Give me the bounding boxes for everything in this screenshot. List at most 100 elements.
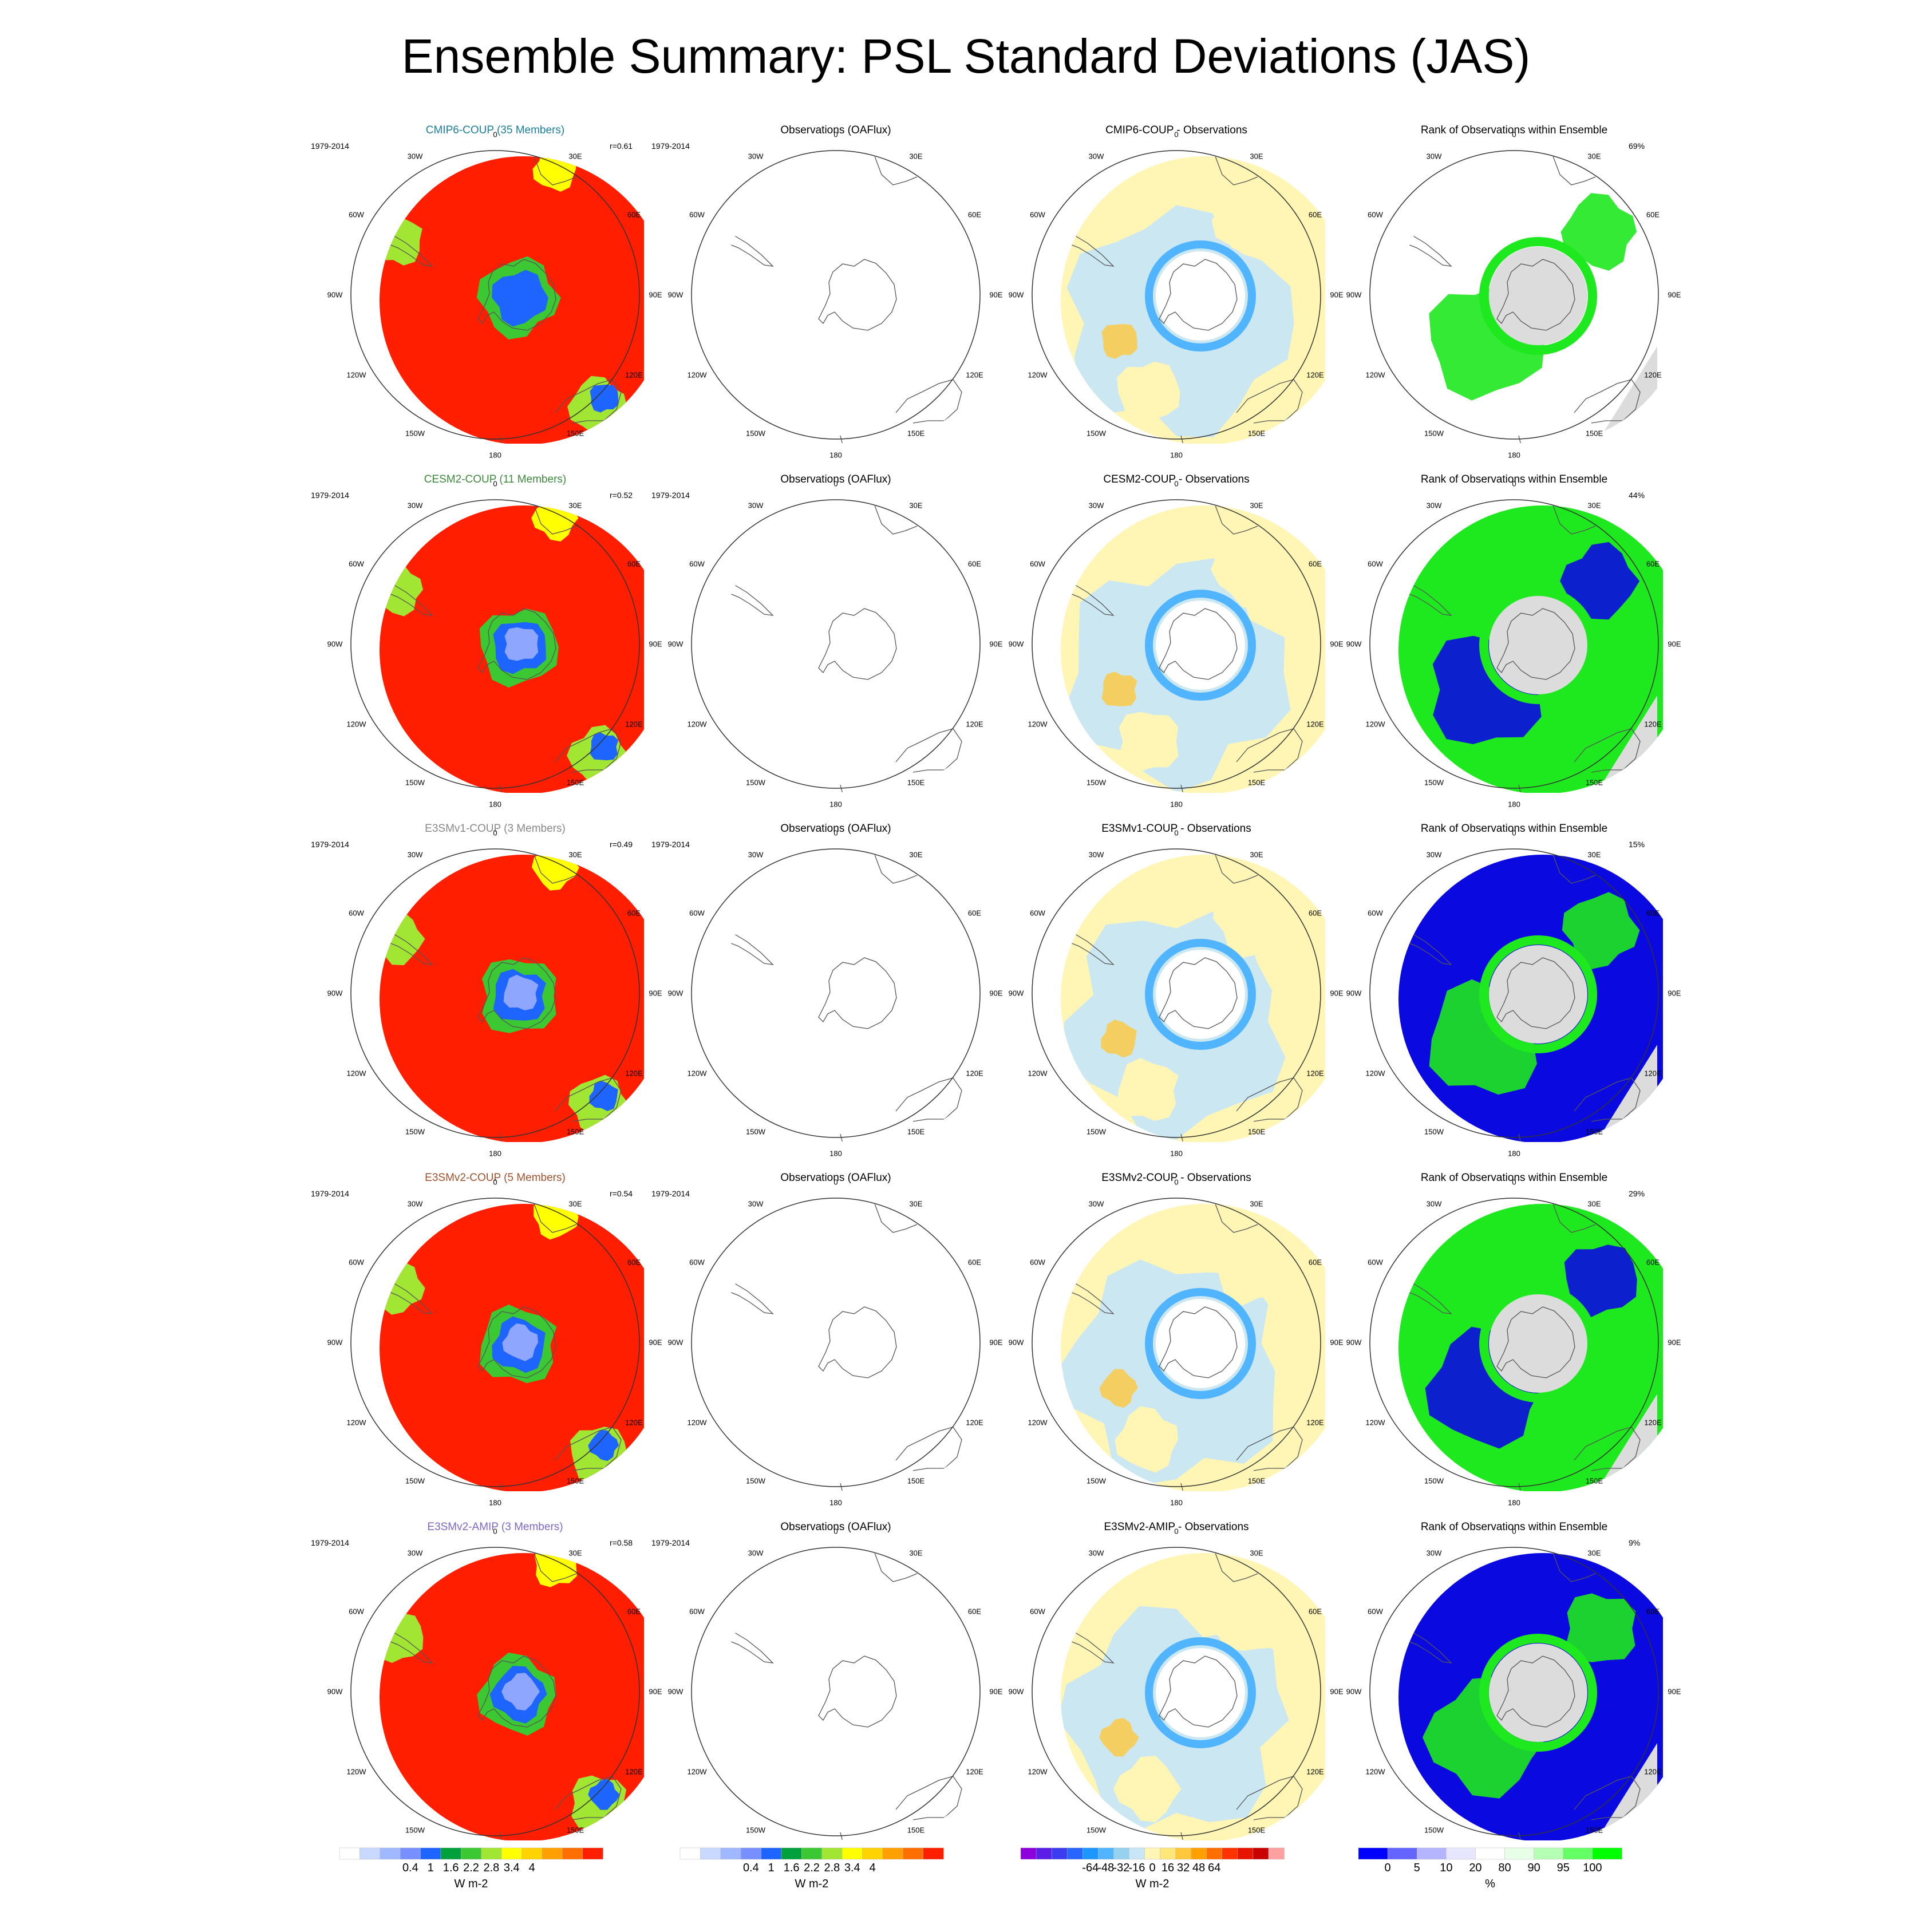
map-border [350,1547,640,1836]
coastlines [1061,505,1303,794]
coastlines [1061,156,1303,445]
map-border [1369,150,1659,440]
longitude-label: 0 [833,479,838,488]
colorbar-tick-label: -16 [1128,1862,1145,1874]
map-border [1369,1547,1659,1836]
longitude-label: 120W [1365,1069,1385,1078]
longitude-label: 60E [1308,1258,1322,1267]
longitude-label: 60E [1646,1607,1660,1616]
longitude-label: 90W [1008,1338,1024,1347]
rank-panel: Rank of Observations within Ensemble 15% 0… [1342,823,1686,1188]
longitude-label: 30W [1088,1548,1104,1557]
colorbar-swatch [862,1847,883,1860]
longitude-label: 0 [1174,1527,1179,1536]
longitude-label: 150E [1247,778,1266,787]
longitude-label: 30E [568,152,582,160]
period-label: 1979-2014 [651,840,690,849]
longitude-label: 90E [649,1687,662,1696]
longitude-label: 90W [667,1687,683,1696]
field-masked-ice [1156,251,1245,341]
colorbar-swatch [481,1847,502,1860]
longitude-label: 150W [1086,1476,1106,1485]
colorbar-swatch [1066,1847,1083,1860]
coastlines [1061,1553,1303,1842]
colorbar-tick-label: 64 [1208,1862,1221,1874]
longitude-label: 120E [1644,1767,1662,1776]
model-map [350,150,644,445]
longitude-label: 120E [1306,1767,1324,1776]
longitude-label: 60E [1308,1607,1322,1616]
longitude-label: 60W [689,1258,705,1267]
longitude-label: 180 [1170,451,1183,460]
obs-map [691,848,985,1143]
colorbar-swatch [761,1847,782,1860]
longitude-label: 120E [1306,370,1324,380]
longitude-label: 0 [833,1527,838,1536]
pattern-correlation: r=0.58 [610,1538,633,1547]
field-region-australia-core [589,1080,618,1111]
model-map [350,499,644,794]
colorbar-tick-label: 2.8 [824,1862,840,1874]
field-ring-rank [1479,935,1597,1053]
longitude-label: 90E [989,290,1003,299]
colorbar-unit: W m-2 [795,1878,829,1890]
longitude-label: 30W [407,1548,423,1557]
period-label: 1979-2014 [651,491,690,500]
longitude-label: 120W [687,1069,707,1078]
colorbar-swatch [1358,1847,1388,1860]
longitude-label: 60E [627,210,641,219]
longitude-label: 0 [833,1178,838,1187]
longitude-label: 60W [1030,210,1045,219]
colorbar-tick-label: 0 [1384,1862,1391,1874]
longitude-label: 150W [746,1826,765,1835]
pattern-correlation: r=0.54 [610,1189,633,1198]
obs-panel: Observations (OAFlux) 1979-2014 0 30E 60E 90E… [651,1521,1008,1886]
rank-percentage: 69% [1629,141,1645,151]
map-border [350,150,640,440]
model-panel: E3SMv1-COUP (3 Members) 1979-2014 r=0.49 0 3… [311,823,667,1188]
map-border [691,1198,981,1487]
longitude-label: 180 [489,800,501,809]
field-masked-land [1061,1428,1102,1492]
map-border [1032,150,1321,440]
coastlines [1398,505,1641,794]
map-border [691,150,981,440]
model-map [350,1547,644,1842]
colorbar-swatch [923,1847,944,1860]
coastlines [720,505,962,794]
field-region-low [504,627,539,661]
longitude-label: 60W [349,1607,364,1616]
longitude-label: 30E [568,1199,582,1208]
field-masked-ice [1489,945,1587,1044]
longitude-label: 90W [1346,290,1362,299]
field-background [720,156,985,444]
longitude-label: 30E [909,1199,923,1208]
obs-panel: Observations (OAFlux) 1979-2014 0 30E 60E 90E… [651,124,1008,489]
colorbar-tick-label: 3.4 [844,1862,860,1874]
longitude-label: 90E [989,1338,1003,1347]
longitude-label: 0 [1174,479,1179,488]
coastlines [1061,1204,1303,1492]
colorbar-swatch [781,1847,803,1860]
longitude-label: 60W [1030,1258,1045,1267]
field-background [720,505,985,793]
longitude-label: 30E [1250,1199,1263,1208]
longitude-label: 150E [1585,1476,1603,1485]
longitude-label: 150E [907,1127,925,1136]
longitude-label: 150W [1086,1127,1106,1136]
longitude-label: 60W [349,210,364,219]
longitude-label: 150W [746,778,765,787]
model-panel-title: CMIP6-COUP (35 Members) [425,124,565,136]
rank-panel: Rank of Observations within Ensemble 69% 0… [1342,124,1686,489]
field-ring-rank [1479,1634,1597,1752]
longitude-label: 0 [833,130,838,139]
period-label: 1979-2014 [651,1189,690,1198]
longitude-label: 180 [489,451,501,460]
longitude-label: 30W [407,850,423,859]
longitude-label: 0 [1512,828,1516,837]
model-map [350,1198,644,1492]
field-region-strong-positive [1099,1717,1139,1757]
map-border [350,1198,640,1487]
colorbar-swatch [1446,1847,1476,1860]
longitude-label: 150W [1424,1826,1444,1835]
